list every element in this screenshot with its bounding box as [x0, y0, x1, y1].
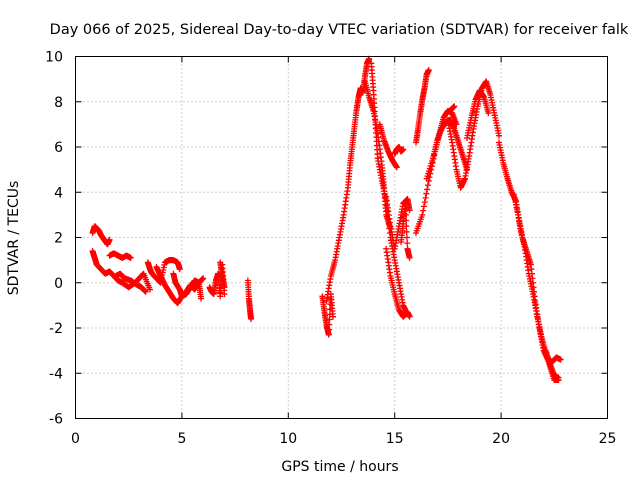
data-point — [424, 186, 431, 193]
series-segment-10 — [244, 277, 255, 322]
series-segment-23 — [444, 78, 502, 191]
data-point — [485, 110, 492, 117]
data-point — [393, 164, 400, 171]
series-segment-15 — [376, 121, 400, 171]
data-point — [106, 236, 113, 243]
x-tick-label: 25 — [599, 431, 617, 447]
data-point — [221, 291, 228, 298]
data-point — [176, 266, 183, 273]
series-segment-25 — [447, 103, 458, 114]
data-point — [326, 321, 333, 328]
data-point — [127, 254, 134, 261]
series-segment-12 — [323, 55, 373, 304]
x-tick-label: 15 — [386, 431, 404, 447]
data-point — [400, 146, 407, 153]
data-point — [248, 315, 255, 322]
data-point — [422, 194, 429, 201]
data-point — [406, 313, 413, 320]
data-point — [421, 199, 428, 206]
y-tick-label: 6 — [54, 140, 63, 156]
x-tick-label: 5 — [177, 431, 186, 447]
data-point — [420, 207, 427, 214]
data-point — [420, 203, 427, 210]
y-tick-label: -2 — [49, 321, 63, 337]
x-tick-labels: 0 5 10 15 20 25 — [71, 431, 616, 447]
data-point — [402, 200, 409, 207]
data-point — [221, 284, 228, 291]
data-point — [329, 313, 336, 320]
data-point — [402, 211, 409, 218]
data-point — [404, 240, 411, 247]
data-points — [89, 55, 564, 384]
y-tick-labels: -6 -4 -2 0 2 4 6 8 10 — [45, 50, 63, 428]
x-tick-label: 20 — [492, 431, 510, 447]
data-point — [403, 223, 410, 230]
series-segment-14 — [361, 78, 394, 232]
data-point — [326, 316, 333, 323]
data-point — [406, 254, 413, 261]
data-point — [142, 288, 149, 295]
series-segment-16 — [391, 144, 407, 157]
data-point — [403, 217, 410, 224]
y-tick-label: 10 — [45, 50, 63, 66]
y-tick-label: 8 — [54, 95, 63, 111]
data-point — [402, 206, 409, 213]
series-segment-4 — [112, 270, 149, 295]
series-segment-7 — [170, 270, 205, 302]
y-tick-label: 4 — [54, 185, 63, 201]
data-point — [424, 182, 431, 189]
series-segment-24 — [464, 87, 492, 141]
data-point — [451, 103, 458, 110]
x-tick-label: 0 — [71, 431, 80, 447]
series-segment-1 — [89, 223, 113, 248]
data-point — [198, 295, 205, 302]
y-tick-label: 2 — [54, 231, 63, 247]
y-tick-label: -4 — [49, 366, 63, 382]
series-segment-9 — [217, 259, 228, 291]
series-segment-27 — [510, 191, 564, 365]
series-segment-18 — [398, 200, 413, 261]
series-segment-19 — [383, 245, 413, 320]
data-point — [325, 326, 332, 333]
chart-title: Day 066 of 2025, Sidereal Day-to-day VTE… — [50, 22, 629, 38]
axis-ticks — [75, 56, 608, 419]
data-point — [419, 211, 426, 218]
data-point — [495, 132, 502, 139]
y-tick-label: -6 — [49, 412, 63, 428]
y-tick-label: 0 — [54, 276, 63, 292]
data-point — [146, 286, 153, 293]
data-point — [423, 190, 430, 197]
data-point — [406, 207, 413, 214]
data-point — [555, 374, 562, 381]
data-point — [425, 67, 432, 74]
data-point — [325, 331, 332, 338]
data-point — [403, 228, 410, 235]
series-segment-3 — [106, 250, 134, 261]
data-point — [403, 234, 410, 241]
series-segment-28 — [542, 347, 562, 381]
data-point — [200, 275, 207, 282]
y-axis-label: SDTVAR / TECUs — [6, 181, 22, 296]
series-segment-20 — [412, 67, 432, 146]
series-segment-11 — [319, 291, 336, 338]
x-axis-label: GPS time / hours — [281, 459, 398, 475]
x-tick-label: 10 — [279, 431, 297, 447]
data-point — [557, 356, 564, 363]
